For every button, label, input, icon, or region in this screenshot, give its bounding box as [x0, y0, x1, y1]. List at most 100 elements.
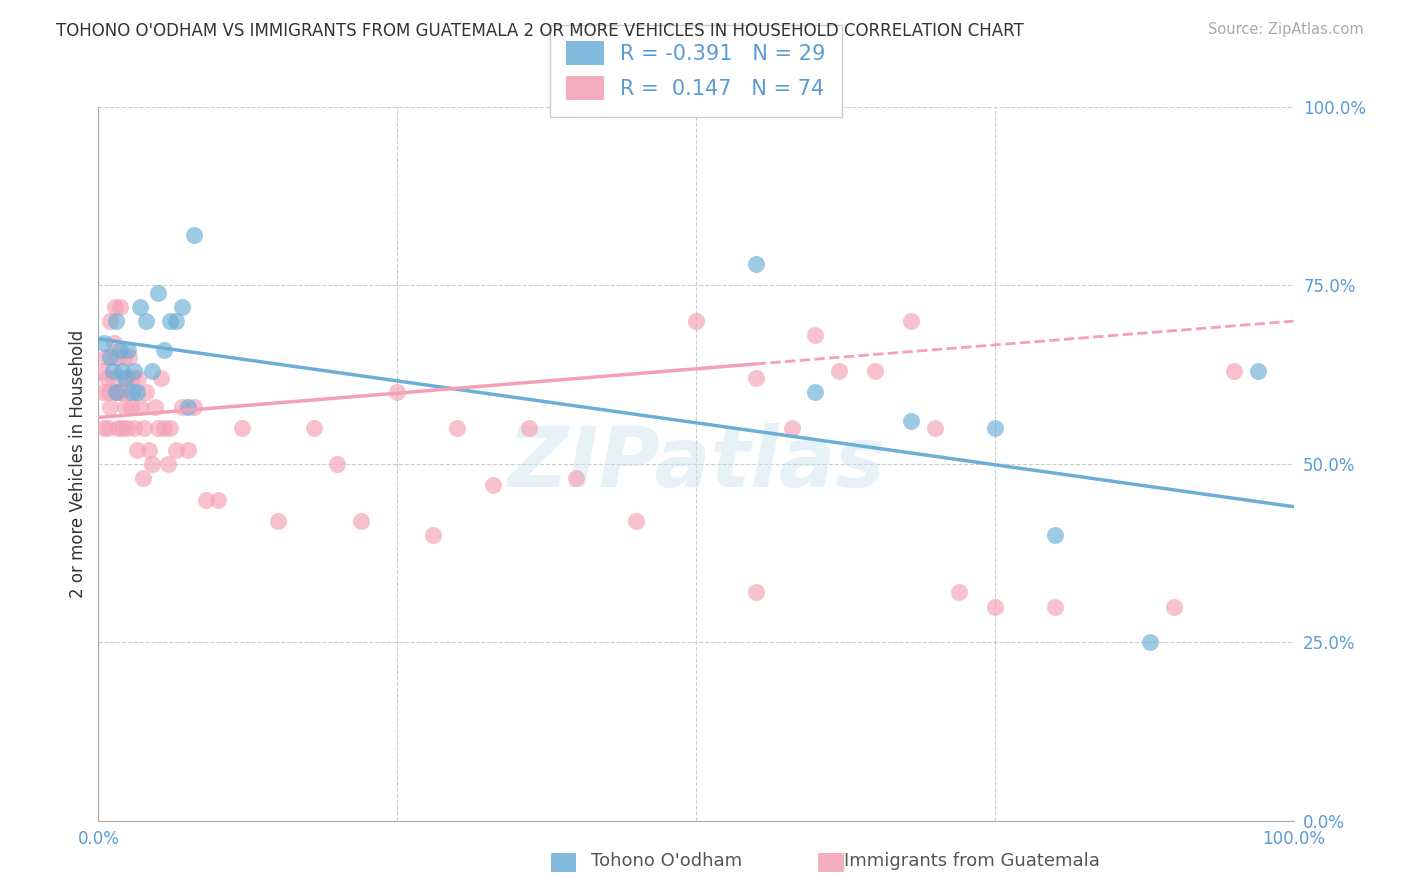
Point	[105, 350, 128, 364]
Point	[131, 471, 153, 485]
Point	[143, 400, 166, 414]
Point	[153, 343, 176, 357]
Point	[685, 314, 707, 328]
Point	[517, 421, 540, 435]
Text: Source: ZipAtlas.com: Source: ZipAtlas.com	[1208, 22, 1364, 37]
Point	[91, 385, 114, 400]
Point	[129, 300, 152, 314]
Point	[183, 228, 205, 243]
Point	[148, 421, 170, 435]
Point	[984, 421, 1007, 435]
Point	[828, 364, 851, 378]
Point	[125, 385, 148, 400]
Point	[124, 364, 146, 378]
Point	[107, 385, 129, 400]
Point	[984, 599, 1007, 614]
Point	[745, 585, 768, 599]
Point	[127, 371, 149, 385]
Text: TOHONO O'ODHAM VS IMMIGRANTS FROM GUATEMALA 2 OR MORE VEHICLES IN HOUSEHOLD CORR: TOHONO O'ODHAM VS IMMIGRANTS FROM GUATEM…	[56, 22, 1024, 40]
Point	[101, 371, 124, 385]
Point	[129, 400, 152, 414]
Point	[900, 414, 922, 428]
Point	[97, 421, 120, 435]
Point	[326, 457, 349, 471]
Text: ZIPatlas: ZIPatlas	[508, 424, 884, 504]
Point	[865, 364, 887, 378]
Point	[1139, 635, 1161, 649]
Point	[115, 421, 138, 435]
Point	[350, 514, 373, 528]
Point	[1247, 364, 1270, 378]
Point	[385, 385, 409, 400]
Point	[132, 421, 155, 435]
Point	[93, 335, 115, 350]
Point	[93, 421, 115, 435]
Point	[96, 371, 118, 385]
Point	[98, 385, 121, 400]
Point	[177, 442, 200, 457]
Point	[159, 314, 181, 328]
Point	[149, 371, 172, 385]
Point	[98, 400, 122, 414]
Point	[780, 421, 803, 435]
Point	[1163, 599, 1185, 614]
Point	[124, 421, 146, 435]
Point	[177, 400, 200, 414]
Point	[948, 585, 970, 599]
Point	[121, 371, 143, 385]
Legend: R = -0.391   N = 29, R =  0.147   N = 74: R = -0.391 N = 29, R = 0.147 N = 74	[550, 25, 842, 117]
Point	[111, 364, 134, 378]
Point	[565, 471, 588, 485]
Point	[135, 314, 157, 328]
Point	[165, 442, 187, 457]
Bar	[551, 853, 576, 872]
Point	[446, 421, 468, 435]
Point	[804, 328, 827, 343]
Point	[114, 400, 136, 414]
Point	[156, 457, 179, 471]
Point	[165, 314, 187, 328]
Point	[105, 385, 128, 400]
Point	[422, 528, 444, 542]
Point	[105, 314, 128, 328]
Point	[125, 442, 148, 457]
Point	[120, 400, 142, 414]
Point	[481, 478, 505, 492]
Point	[101, 364, 124, 378]
Point	[1043, 528, 1066, 542]
Point	[159, 421, 181, 435]
Point	[114, 371, 136, 385]
Point	[804, 385, 827, 400]
Point	[104, 300, 127, 314]
Text: Immigrants from Guatemala: Immigrants from Guatemala	[844, 852, 1099, 870]
Point	[183, 400, 205, 414]
Point	[1043, 599, 1066, 614]
Point	[148, 285, 170, 300]
Point	[231, 421, 253, 435]
Bar	[818, 853, 844, 872]
Point	[117, 385, 139, 400]
Point	[135, 385, 157, 400]
Point	[108, 343, 131, 357]
Point	[112, 350, 135, 364]
Point	[110, 385, 132, 400]
Point	[302, 421, 325, 435]
Point	[111, 421, 134, 435]
Point	[138, 442, 160, 457]
Point	[98, 350, 122, 364]
Point	[117, 343, 139, 357]
Point	[172, 400, 194, 414]
Point	[267, 514, 290, 528]
Point	[121, 385, 143, 400]
Point	[107, 421, 129, 435]
Point	[141, 364, 163, 378]
Point	[207, 492, 229, 507]
Point	[141, 457, 163, 471]
Point	[924, 421, 946, 435]
Point	[91, 364, 114, 378]
Point	[745, 371, 768, 385]
Point	[98, 314, 122, 328]
Point	[900, 314, 922, 328]
Point	[103, 335, 125, 350]
Point	[105, 385, 128, 400]
